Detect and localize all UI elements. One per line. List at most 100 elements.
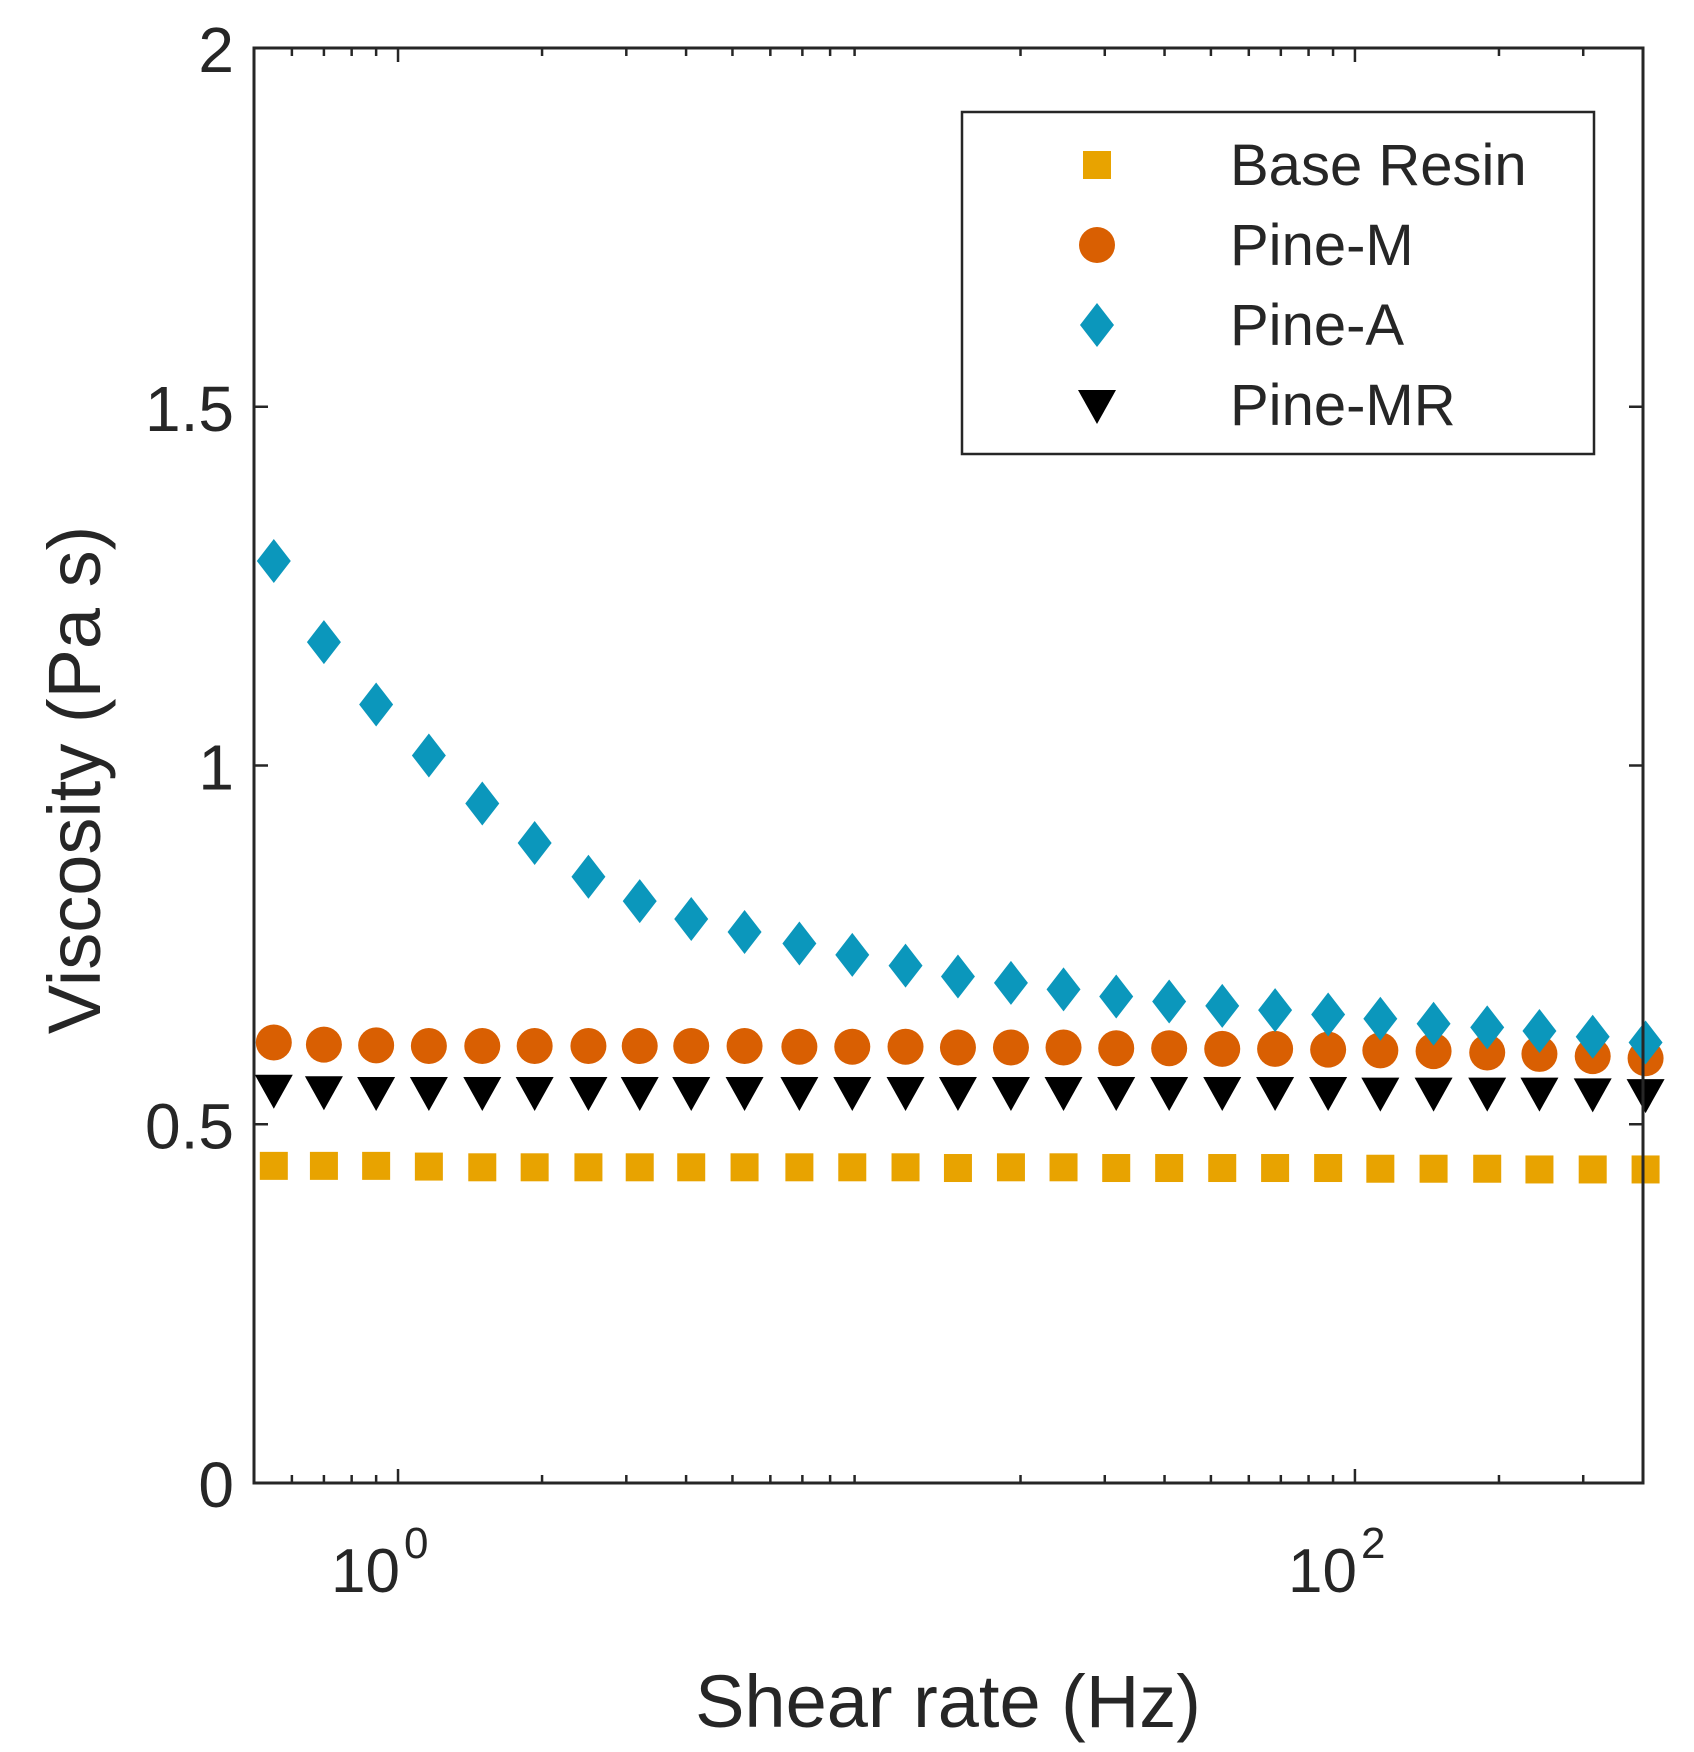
data-point bbox=[468, 1153, 497, 1182]
data-point bbox=[993, 960, 1028, 1005]
data-point bbox=[516, 1028, 553, 1065]
data-marks bbox=[254, 539, 1665, 1184]
data-point bbox=[943, 1154, 972, 1183]
legend-item-base-resin: Base Resin bbox=[1083, 133, 1527, 198]
legend-box bbox=[960, 110, 1596, 456]
data-point bbox=[1311, 992, 1346, 1037]
data-point bbox=[1522, 1008, 1557, 1053]
data-point bbox=[515, 1076, 554, 1111]
data-point bbox=[574, 1153, 603, 1182]
data-point bbox=[1097, 1076, 1136, 1111]
y-tick-label: 1 bbox=[198, 732, 234, 804]
x-axis-title: Shear rate (Hz) bbox=[695, 1660, 1201, 1743]
x-tick-base: 10 bbox=[331, 1537, 400, 1606]
legend-marker bbox=[1079, 227, 1115, 263]
legend-marker bbox=[1080, 303, 1114, 347]
data-point bbox=[1473, 1154, 1502, 1183]
data-point bbox=[1099, 974, 1134, 1019]
legend: Base Resin Pine-M Pine-A Pine-MR bbox=[960, 110, 1596, 456]
data-point bbox=[255, 1024, 292, 1061]
data-point bbox=[409, 1076, 448, 1111]
data-point bbox=[1261, 1154, 1290, 1183]
data-point bbox=[1573, 1078, 1612, 1113]
legend-label: Base Resin bbox=[1230, 133, 1527, 198]
data-point bbox=[410, 1028, 447, 1065]
data-point bbox=[1362, 1032, 1399, 1069]
y-axis-title: Viscosity (Pa s) bbox=[33, 526, 116, 1035]
data-point bbox=[1150, 1076, 1189, 1111]
data-point bbox=[1044, 1076, 1083, 1111]
data-point bbox=[1045, 1029, 1082, 1066]
data-point bbox=[1309, 1076, 1348, 1111]
data-point bbox=[620, 1076, 659, 1111]
data-point bbox=[1155, 1154, 1184, 1183]
data-point bbox=[887, 1028, 924, 1065]
data-point bbox=[1098, 1030, 1135, 1067]
data-point bbox=[1628, 1020, 1663, 1065]
data-point bbox=[625, 1153, 654, 1182]
data-point bbox=[259, 1151, 288, 1180]
data-point bbox=[991, 1076, 1030, 1111]
legend-marker bbox=[1078, 390, 1116, 424]
data-point bbox=[891, 1153, 920, 1182]
data-point bbox=[785, 1153, 814, 1182]
data-point bbox=[1416, 1001, 1451, 1046]
data-point bbox=[672, 1076, 711, 1111]
y-tick-label: 0 bbox=[198, 1449, 234, 1521]
series-pine-a bbox=[256, 539, 1663, 1065]
series-pine-mr bbox=[254, 1074, 1665, 1114]
data-point bbox=[938, 1076, 977, 1111]
y-tick-label: 0.5 bbox=[145, 1090, 234, 1162]
data-point bbox=[463, 1076, 502, 1111]
data-point bbox=[1468, 1077, 1507, 1112]
legend-item-pine-m: Pine-M bbox=[1079, 213, 1414, 278]
data-point bbox=[1310, 1031, 1347, 1068]
data-point bbox=[673, 1028, 710, 1065]
x-tick-exponent: 2 bbox=[1361, 1519, 1385, 1568]
data-point bbox=[1470, 1005, 1505, 1050]
data-point bbox=[1363, 996, 1398, 1041]
data-point bbox=[1578, 1155, 1607, 1184]
legend-label: Pine-M bbox=[1230, 213, 1414, 278]
data-point bbox=[1415, 1033, 1452, 1070]
data-point bbox=[517, 820, 552, 865]
data-point bbox=[1521, 1035, 1558, 1072]
data-point bbox=[992, 1029, 1029, 1066]
data-point bbox=[1575, 1014, 1610, 1059]
data-point bbox=[1152, 979, 1187, 1024]
y-tick-label: 2 bbox=[198, 14, 234, 86]
legend-label: Pine-A bbox=[1230, 293, 1404, 358]
data-point bbox=[1314, 1154, 1343, 1183]
data-point bbox=[939, 1029, 976, 1066]
legend-marker bbox=[1083, 151, 1111, 179]
data-point bbox=[1419, 1154, 1448, 1183]
data-point bbox=[726, 1028, 763, 1065]
data-point bbox=[1258, 988, 1293, 1033]
data-point bbox=[520, 1153, 549, 1182]
data-point bbox=[888, 943, 923, 988]
data-point bbox=[835, 932, 870, 977]
data-point bbox=[1256, 1076, 1295, 1111]
data-point bbox=[1631, 1155, 1660, 1184]
data-point bbox=[833, 1076, 872, 1111]
data-point bbox=[414, 1152, 443, 1181]
data-point bbox=[1049, 1153, 1078, 1182]
data-point bbox=[465, 781, 500, 826]
data-point bbox=[359, 682, 394, 727]
series-pine-m bbox=[255, 1024, 1664, 1077]
data-point bbox=[886, 1076, 925, 1111]
data-point bbox=[358, 1027, 395, 1064]
data-point bbox=[305, 1026, 342, 1063]
legend-label: Pine-MR bbox=[1230, 373, 1456, 438]
data-point bbox=[1257, 1030, 1294, 1067]
data-point bbox=[1520, 1077, 1559, 1112]
x-tick-exponent: 0 bbox=[404, 1519, 428, 1568]
data-point bbox=[622, 879, 657, 924]
data-point bbox=[1208, 1154, 1237, 1183]
legend-item-pine-mr: Pine-MR bbox=[1078, 373, 1456, 438]
data-point bbox=[357, 1076, 396, 1111]
data-point bbox=[674, 897, 709, 942]
series-base-resin bbox=[259, 1151, 1660, 1184]
data-point bbox=[1102, 1154, 1131, 1183]
